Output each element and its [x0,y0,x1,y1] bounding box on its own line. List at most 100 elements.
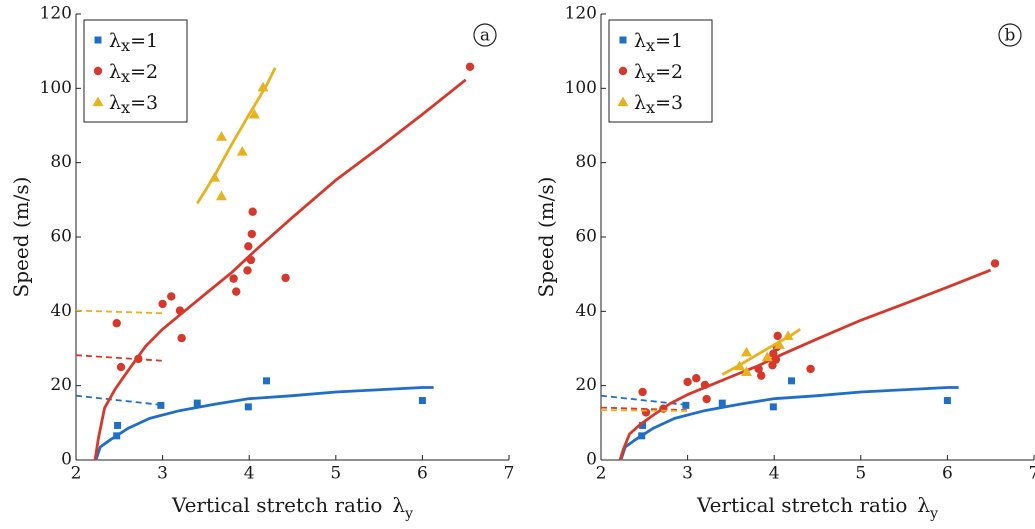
data-point [167,292,176,301]
legend: λx=1 λx=2 λx=3 [608,19,713,123]
legend-entry: λx=1 [94,30,158,55]
asymptote-line [600,409,688,412]
data-point [229,274,238,283]
y-tick-label: 20 [575,375,597,395]
x-axis-title-text: Vertical stretch ratio [696,493,907,517]
y-tick-label: 20 [50,375,72,395]
y-axis-title: Speed (m/s) [9,177,33,298]
fit-curve [619,386,959,461]
legend: λx=1 λx=2 λx=3 [83,19,188,123]
chart-panel-a: 2 3 4 5 6 7 0 20 40 60 80 100 120 Vertical stretch ra… [9,4,514,523]
x-tick-label: 4 [769,464,780,484]
data-point [638,432,646,440]
panel-letter: b [1005,26,1016,46]
y-tick-label: 100 [565,78,597,98]
legend-marker [92,96,104,107]
data-point [248,108,260,119]
y-tick-label: 60 [50,227,72,247]
x-tick-label: 7 [1029,464,1035,484]
data-point [641,408,651,417]
x-tick-label: 6 [417,464,428,484]
x-tick-label: 7 [504,464,515,484]
series-2 [75,62,475,461]
data-point [134,354,143,364]
legend-label: λx=2 [634,61,683,86]
data-point [700,380,710,390]
data-point [734,360,746,371]
legend-entry: λx=1 [619,30,683,55]
data-point [639,421,647,429]
data-point [740,346,752,357]
data-point [761,351,773,362]
data-point [718,399,726,407]
data-point [638,387,647,397]
data-point [236,146,248,156]
data-point [788,377,796,385]
data-point [754,364,763,374]
y-tick-label: 40 [50,301,72,321]
x-tick-label: 2 [71,464,82,484]
x-tick-label: 3 [157,464,168,484]
asymptote-line [75,309,163,315]
data-point [773,339,785,349]
legend-entry: λx=2 [93,61,158,86]
legend-label: λx=3 [109,92,158,117]
y-tick-label: 40 [575,301,597,321]
x-axis-title: Vertical stretch ratio λy [171,493,413,522]
x-tick-label: 4 [244,464,255,484]
legend-marker [93,66,103,76]
data-point [773,331,782,341]
data-point [263,377,271,385]
data-point [418,397,426,405]
y-tick-label: 0 [586,450,597,470]
y-tick-label: 120 [565,4,597,24]
fit-curve [618,268,992,461]
legend-entry: λx=2 [618,61,683,86]
series-1 [600,377,959,461]
panel-letter: a [480,26,490,46]
series-3 [75,67,277,315]
x-axis-symbol: λ [917,493,930,517]
data-point [692,374,701,383]
asymptote-line [75,394,163,406]
data-point [175,306,185,315]
data-point [157,401,165,409]
data-point [114,421,122,429]
data-point [193,399,201,407]
x-axis-symbol-subscript: y [404,506,413,522]
data-point [158,299,167,309]
legend-label: λx=3 [634,92,683,117]
x-tick-label: 5 [330,464,341,484]
legend-entry: λx=3 [617,92,683,117]
y-tick-label: 0 [61,450,72,470]
y-axis-title: Speed (m/s) [534,177,558,298]
fit-curve [93,78,467,461]
y-tick-label: 60 [575,227,597,247]
data-point [465,62,475,71]
data-point [247,229,256,239]
data-point [116,362,126,372]
panel-letter-badge: a [473,23,497,47]
x-axis-symbol: λ [392,493,405,517]
data-point [244,242,253,251]
panel-letter-badge: b [998,23,1022,47]
series-3 [600,328,801,412]
asymptote-line [75,354,163,362]
data-point [113,432,121,440]
x-axis-title: Vertical stretch ratio λy [696,493,938,522]
data-point [682,401,690,409]
y-tick-label: 80 [575,152,597,172]
data-point [281,273,290,283]
fit-curve [94,386,434,461]
data-point [112,319,121,328]
series-2 [600,259,1000,461]
legend-label: λx=1 [634,30,683,55]
x-tick-label: 2 [596,464,607,484]
x-tick-label: 3 [682,464,693,484]
x-axis-title-text: Vertical stretch ratio [171,493,382,517]
data-point [943,397,951,405]
series-1 [75,377,434,461]
chart-panel-b: 2 3 4 5 6 7 0 20 40 60 80 100 120 Vertical stretch ra… [534,4,1035,523]
data-point [257,81,269,92]
legend-label: λx=2 [109,61,158,86]
